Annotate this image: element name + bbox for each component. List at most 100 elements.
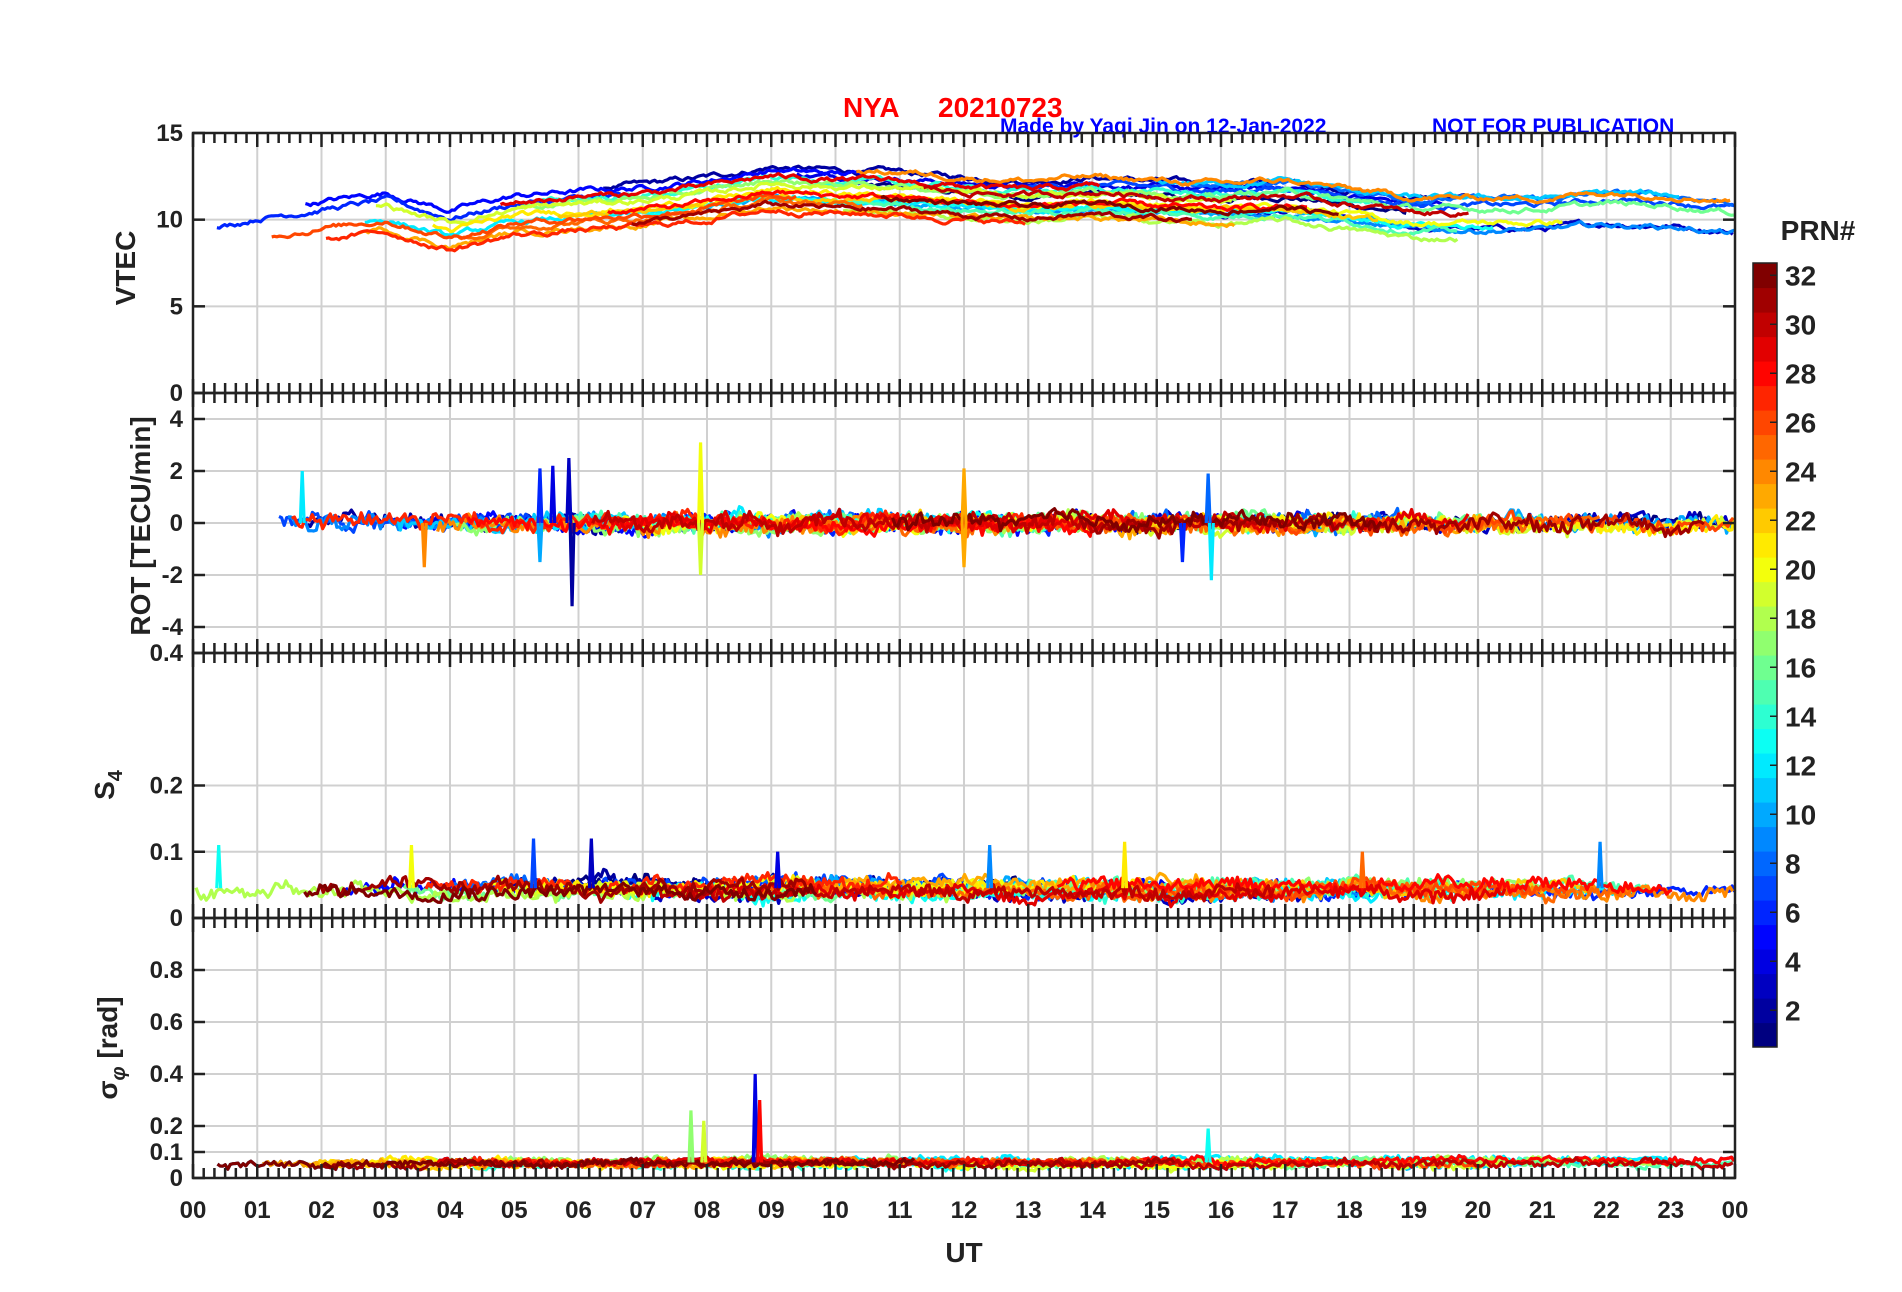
series-spike [1121,841,1129,889]
series-spike [536,522,544,563]
rot-panel: -4 -2 0 2 4 ROT [TECU/min] [125,391,1737,655]
x-tick-label: 01 [244,1197,271,1224]
x-tick-label: 16 [1208,1197,1235,1224]
y-tick-label: 2 [170,458,183,485]
x-tick-label: 12 [951,1197,978,1224]
y-tick-label: 0 [170,380,183,407]
colorbar-cell [1753,826,1777,852]
x-tick-label: 05 [501,1197,528,1224]
series-spike [751,1073,759,1163]
colorbar-cell [1753,728,1777,754]
prn-series-line [1154,176,1680,202]
rot-axes [191,391,1737,655]
y-tick-label: 0.1 [150,839,183,866]
series-spike [687,1110,695,1163]
x-tick-label: 07 [629,1197,656,1224]
colorbar-tick-label: 4 [1785,946,1801,977]
x-tick-label: 13 [1015,1197,1042,1224]
colorbar-cell [1753,777,1777,803]
colorbar-cell [1753,532,1777,558]
prn-series-line [1203,186,1735,217]
prn-series-line [1077,511,1705,540]
prn-series-line [320,1156,1176,1172]
s4-series [194,838,1737,909]
series-spike [565,457,573,524]
prn-series-line [303,881,817,905]
x-tick-label: 14 [1079,1197,1106,1224]
y-tick-label: 0.2 [150,1113,183,1140]
prn-series-line [325,209,1026,253]
series-spike [756,1099,764,1163]
series-spike [420,522,428,568]
s4-y-ticks: 0 0.1 0.2 0.4 [150,640,184,932]
colorbar-tick-label: 26 [1785,407,1816,438]
y-tick-label: 0 [170,510,183,537]
colorbar-cell [1753,1022,1777,1047]
colorbar-cell [1753,385,1777,411]
colorbar-cell [1753,973,1777,999]
y-tick-label: 0.6 [150,1009,183,1036]
prn-series-line [856,168,1731,205]
series-spike [700,1120,708,1163]
colorbar-tick-label: 6 [1785,897,1801,928]
vtec-y-label: VTEC [110,231,141,306]
colorbar-cell [1753,875,1777,901]
rot-y-ticks: -4 -2 0 2 4 [162,406,184,641]
colorbar-cell [1753,630,1777,656]
sigma-phi-grid [192,918,1736,1179]
y-tick-label: 0 [170,1165,183,1192]
x-tick-label: 21 [1529,1197,1556,1224]
x-tick-label: 18 [1336,1197,1363,1224]
s4-y-label: S4 [89,769,127,800]
y-tick-label: 5 [170,293,183,320]
y-tick-label: 0.8 [150,957,183,984]
prn-series-line [1024,1156,1734,1172]
colorbar-cell [1753,434,1777,460]
x-tick-label: 02 [308,1197,335,1224]
vtec-series [216,164,1736,253]
x-tick-label: 10 [822,1197,849,1224]
y-tick-label: -2 [162,562,183,589]
x-tick-label: 00 [1722,1197,1749,1224]
colorbar-cell [1753,679,1777,705]
x-tick-label: 22 [1593,1197,1620,1224]
prn-series-line [216,1156,916,1172]
prn-series-line [880,194,1339,217]
series-spike [986,845,994,889]
series-spike [215,845,223,889]
vtec-axes [191,131,1737,395]
x-tick-label: 17 [1272,1197,1299,1224]
series-spike [1178,522,1186,563]
x-tick-label: 15 [1143,1197,1170,1224]
colorbar-cell [1753,287,1777,313]
series-spike [960,468,968,524]
x-tick-label: 08 [694,1197,721,1224]
colorbar-tick-label: 2 [1785,995,1801,1026]
colorbar-tick-label: 28 [1785,358,1816,389]
series-spike [536,468,544,524]
colorbar-tick-label: 30 [1785,309,1816,340]
series-spike [1596,841,1604,889]
colorbar-tick-label: 8 [1785,848,1801,879]
x-tick-label: 06 [565,1197,592,1224]
colorbar-tick-label: 10 [1785,799,1816,830]
x-tick-label: 20 [1465,1197,1492,1224]
prn-series-line [357,204,1236,250]
colorbar-frame [1752,262,1778,1048]
x-tick-label: 00 [180,1197,207,1224]
series-spike [568,522,576,607]
prn-series-line [775,871,1243,898]
y-tick-label: 0.1 [150,1139,183,1166]
vtec-y-ticks: 0 5 10 15 [156,120,183,407]
x-tick-labels: 00 01 02 03 04 05 06 07 08 09 10 11 12 13 14 15 16 17 18 19… [180,1197,1749,1224]
prn-series-line [375,181,1233,225]
series-spike [298,470,306,524]
colorbar-cell [1753,581,1777,607]
colorbar-tick-label: 18 [1785,603,1816,634]
series-spike [1204,1128,1212,1163]
x-tick-label: 04 [437,1197,464,1224]
x-tick-label: 19 [1400,1197,1427,1224]
colorbar-cell [1753,483,1777,509]
